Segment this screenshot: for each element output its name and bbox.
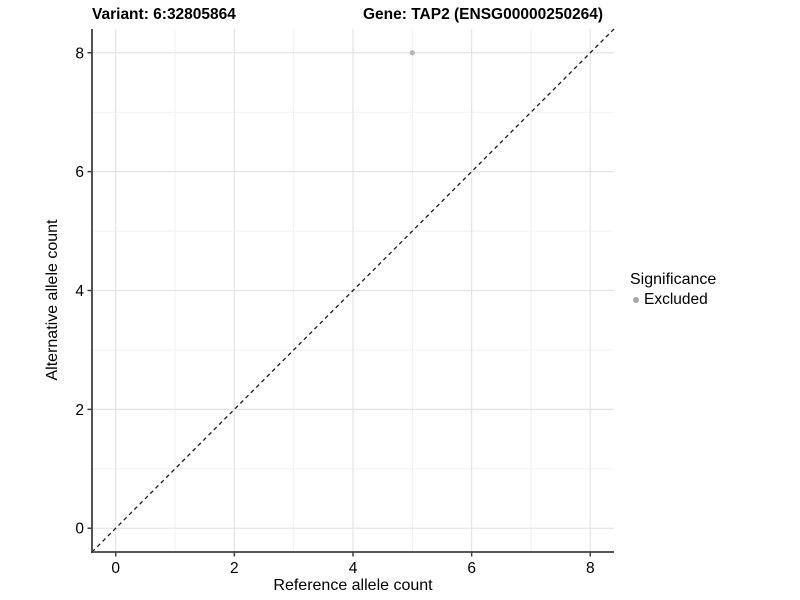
legend-title: Significance (630, 271, 717, 288)
excluded-point-icon (633, 297, 639, 303)
legend-item-label: Excluded (644, 291, 708, 308)
x-axis-title: Reference allele count (273, 577, 433, 594)
x-tick-label: 2 (230, 560, 239, 577)
data-point-excluded (409, 50, 415, 56)
y-axis-title: Alternative allele count (44, 219, 61, 381)
y-tick-label: 0 (75, 521, 84, 538)
gene-title: Gene: TAP2 (ENSG00000250264) (363, 6, 604, 23)
identity-line (91, 28, 615, 553)
x-tick-label: 6 (467, 560, 476, 577)
y-tick-label: 2 (75, 402, 84, 419)
x-tick-label: 0 (111, 560, 120, 577)
x-tick-label: 4 (349, 560, 358, 577)
variant-title: Variant: 6:32805864 (92, 6, 236, 23)
legend-item-excluded: Excluded (630, 291, 716, 309)
legend: Significance Excluded (630, 271, 716, 309)
x-tick-label: 8 (586, 560, 595, 577)
y-tick-label: 6 (75, 164, 84, 181)
y-tick-label: 4 (75, 283, 84, 300)
y-tick-label: 8 (75, 45, 84, 62)
